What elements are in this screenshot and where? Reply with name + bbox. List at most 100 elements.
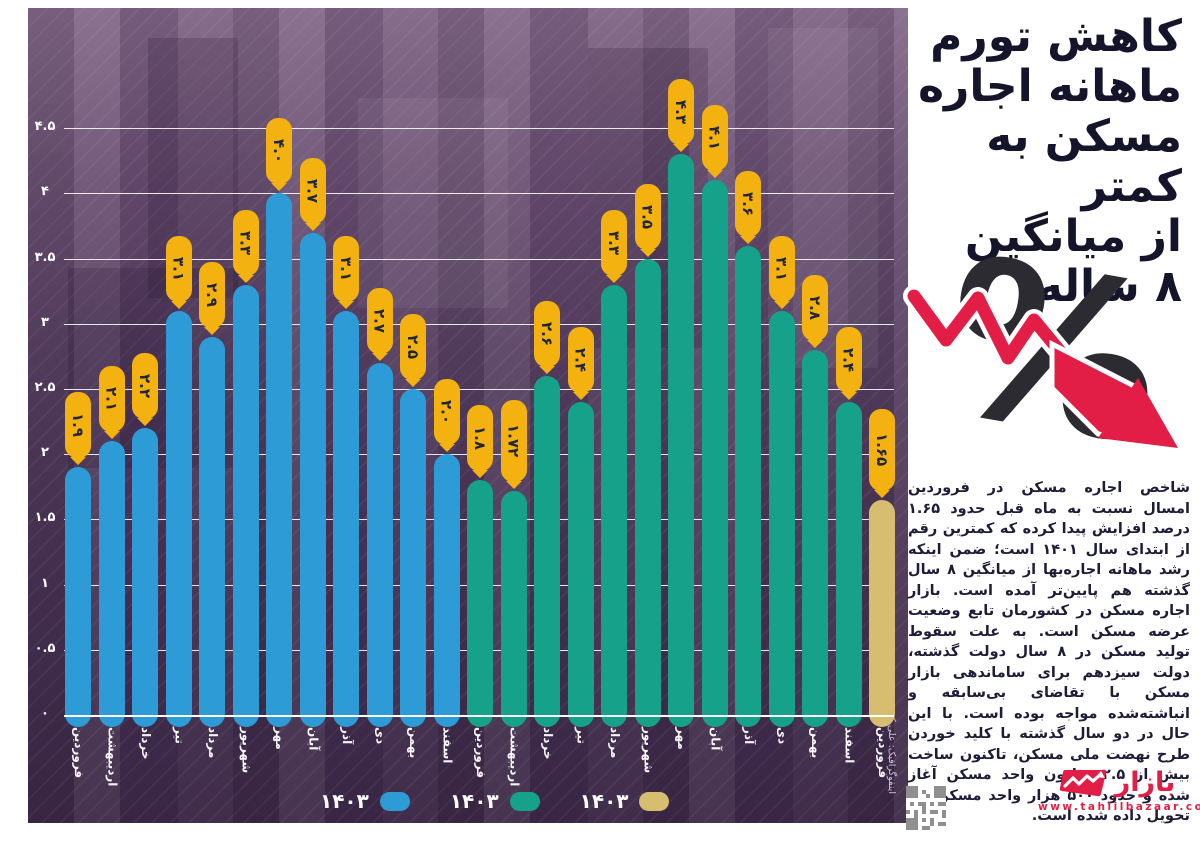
month-label: اردیبهشت (507, 727, 522, 787)
value-tag-label: ۲.۰ (437, 400, 456, 425)
y-axis-tick-label: ۲ (41, 445, 49, 461)
month-label: مهر (675, 727, 689, 750)
infographic-credit: اینفوگرافیک: علی کریمی (886, 696, 897, 794)
value-tag-label: ۳.۶ (739, 191, 757, 216)
month-label: فروردین (876, 727, 890, 779)
value-tag: ۳.۳ (232, 209, 259, 276)
month-label: خرداد (139, 727, 153, 760)
value-tag: ۲.۹ (199, 261, 225, 328)
bar (467, 480, 493, 727)
value-tag: ۳.۵ (634, 183, 661, 250)
month-label: اردیبهشت (105, 727, 120, 787)
value-tag-label: ۲.۷ (370, 308, 389, 333)
percent-decline-icon: % (903, 209, 1181, 494)
month-label: شهریور (239, 727, 254, 774)
month-label: اسفند (440, 727, 455, 764)
page-title: کاهش تورم ماهانه اجاره مسکن به کمتر از م… (918, 11, 1182, 312)
value-tag-label: ۴.۰ (270, 139, 288, 164)
value-tag-label: ۲.۴ (571, 348, 590, 373)
bar (165, 310, 192, 727)
bar (668, 154, 694, 727)
value-tag-label: ۱.۶۵ (873, 433, 891, 467)
value-tag: ۳.۱ (333, 235, 359, 302)
month-label: مهر (273, 727, 287, 750)
month-label: اسفند (842, 727, 857, 764)
value-tag: ۲.۸ (802, 274, 828, 341)
bar (869, 499, 895, 727)
value-tag: ۳.۱ (768, 235, 795, 302)
cityscape-block (358, 98, 508, 308)
legend-year-label: ۱۴۰۳ (579, 789, 629, 813)
value-tag: ۱.۷۲ (500, 399, 527, 482)
y-axis-tick-label: ۰.۵ (34, 640, 56, 656)
month-label: فروردین (72, 727, 86, 779)
y-axis-tick-label: ۴ (41, 184, 49, 200)
value-tag: ۲.۶ (534, 300, 560, 367)
bar (735, 245, 761, 727)
value-tag: ۱.۶۵ (869, 408, 895, 491)
bar (400, 389, 426, 727)
legend-year-label: ۱۴۰۳ (320, 789, 369, 813)
month-label: فروردین (474, 727, 488, 779)
month-label: آذر (742, 727, 756, 745)
month-label: آذر (340, 727, 354, 745)
brand-name: بازار (1114, 767, 1176, 798)
chart-legend: ۱۴۰۳ ۱۴۰۳ ۱۴۰۳ (320, 789, 670, 813)
bar (232, 284, 259, 727)
bar (802, 349, 828, 727)
value-tag-label: ۳.۱ (337, 256, 355, 281)
bar (333, 310, 359, 727)
value-tag: ۲.۱ (98, 366, 125, 433)
gridline (64, 193, 894, 195)
y-axis-tick-label: ۳ (41, 314, 49, 330)
bar (98, 441, 125, 727)
value-tag-label: ۱.۷۲ (504, 424, 523, 458)
month-label: آبان (708, 727, 723, 751)
value-tag: ۳.۷ (299, 157, 326, 224)
article-text: شاخص اجاره مسکن در فروردین امسال نسبت به… (908, 480, 1190, 824)
value-tag: ۱.۹ (65, 392, 91, 459)
value-tag-label: ۲.۴ (839, 348, 858, 373)
qr-code (906, 786, 946, 834)
value-tag: ۴.۰ (266, 118, 292, 185)
value-tag: ۳.۶ (735, 170, 761, 237)
bar (433, 454, 460, 727)
value-tag: ۱.۸ (467, 405, 493, 472)
bar (701, 180, 728, 727)
y-axis-tick-label: ۲.۵ (34, 380, 56, 395)
value-tag: ۴.۱ (701, 105, 728, 172)
value-tag-label: ۲.۲ (136, 374, 154, 399)
value-tag-label: ۳.۷ (303, 178, 322, 203)
month-label: خرداد (541, 727, 555, 760)
value-tag-label: ۲.۵ (404, 334, 422, 359)
month-label: تیر (172, 727, 187, 744)
y-axis-tick-label: ۱ (41, 575, 49, 591)
legend-item: ۱۴۰۳ (320, 789, 410, 813)
month-label: تیر (574, 727, 589, 744)
percent-decline-graphic: % (902, 209, 1194, 494)
value-tag: ۲.۵ (400, 314, 426, 380)
month-label: بهمن (407, 727, 421, 759)
value-tag: ۳.۱ (165, 235, 192, 302)
bar (835, 402, 862, 727)
value-tag: ۲.۰ (433, 379, 460, 446)
value-tag: ۲.۴ (835, 327, 862, 394)
gridline (64, 258, 894, 260)
legend-item: ۱۴۰۳ (580, 789, 670, 813)
bar (634, 258, 661, 727)
legend-item: ۱۴۰۳ (450, 789, 540, 813)
bar (132, 428, 158, 727)
y-axis-tick-label: ۳.۵ (34, 249, 56, 265)
value-tag-label: ۲.۶ (538, 321, 556, 346)
legend-color-swatch (509, 791, 540, 811)
legend-year-label: ۱۴۰۳ (449, 789, 499, 813)
value-tag-label: ۳.۱ (169, 256, 188, 281)
value-tag: ۲.۷ (366, 287, 393, 354)
bar (768, 310, 795, 727)
bar (601, 284, 627, 727)
value-tag-label: ۴.۳ (672, 100, 690, 125)
value-tag-label: ۳.۳ (605, 230, 623, 255)
bar (199, 336, 225, 727)
bar (567, 402, 594, 727)
